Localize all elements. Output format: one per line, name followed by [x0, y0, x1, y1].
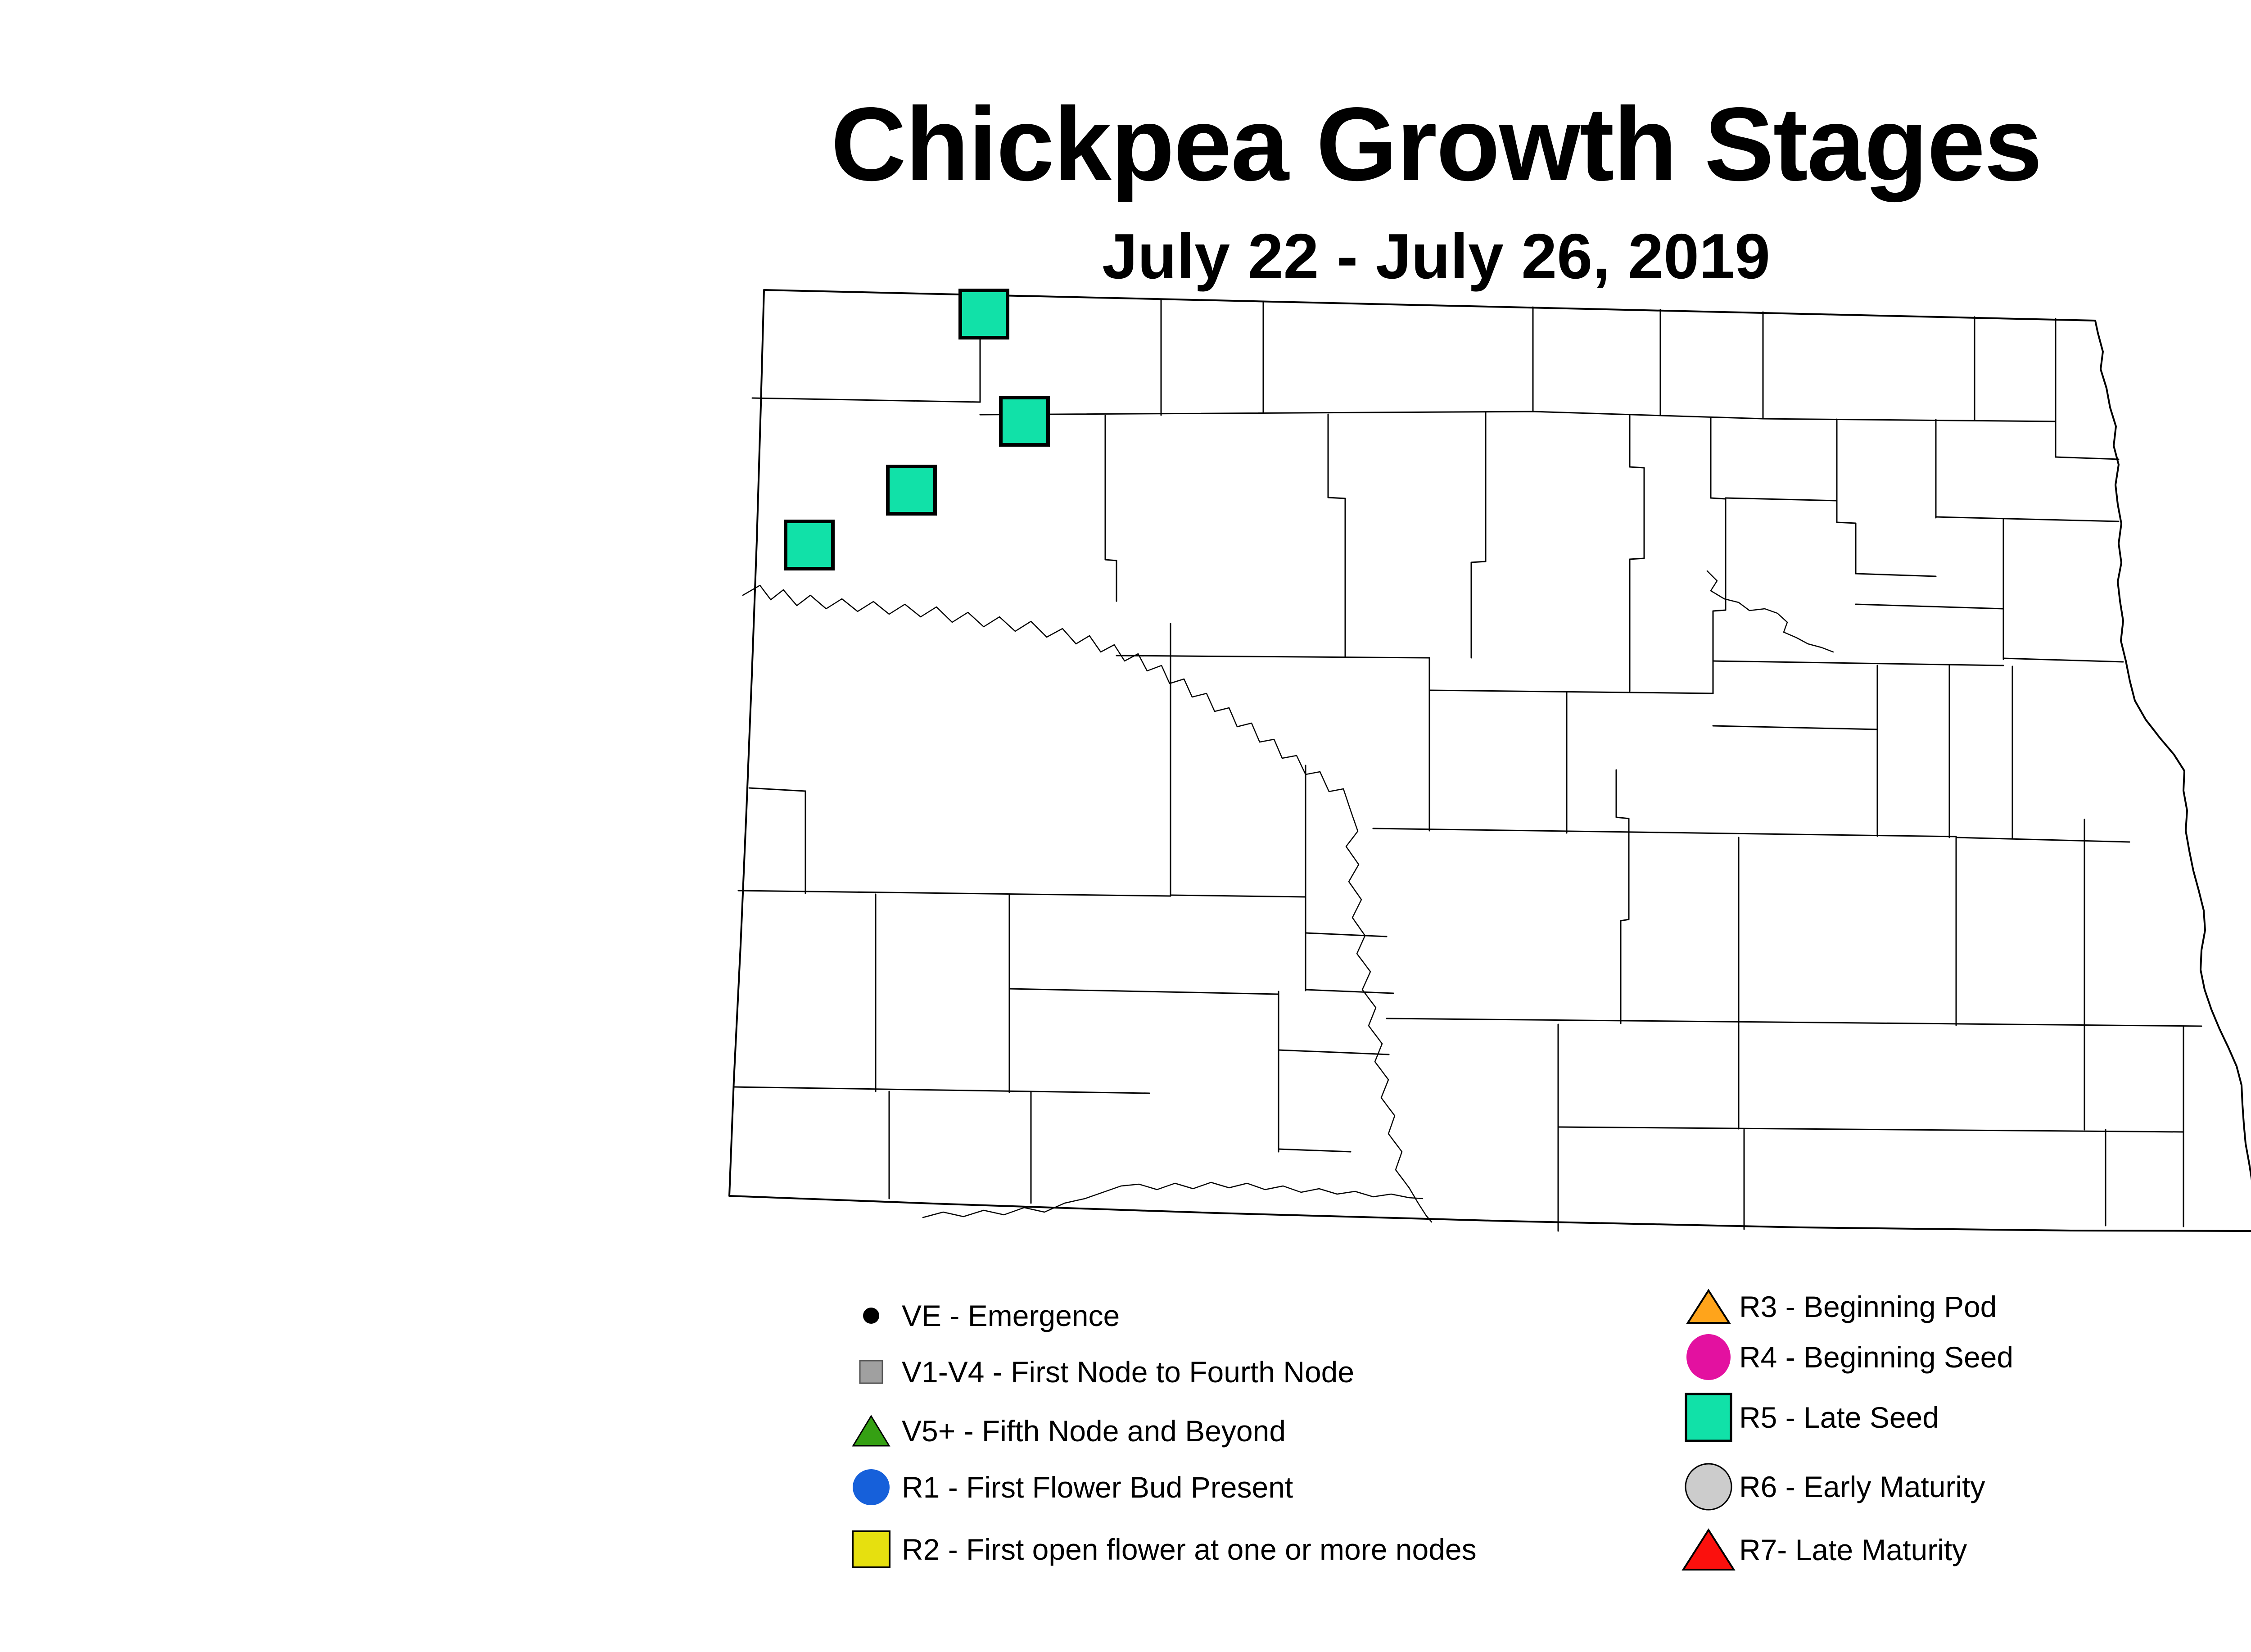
- legend-item-r6: R6 - Early Maturity: [1681, 1462, 1985, 1512]
- legend-item-r4: R4 - Beginning Seed: [1681, 1332, 2013, 1382]
- state-outline: [728, 289, 2251, 1232]
- missouri-river: [742, 584, 1433, 1223]
- v5-triangle-icon: [852, 1415, 890, 1447]
- map-marker-r5: [784, 520, 835, 570]
- legend-label: R6 - Early Maturity: [1739, 1470, 1985, 1503]
- v1v4-square-icon: [859, 1360, 883, 1384]
- page-subtitle: July 22 - July 26, 2019: [1102, 221, 1771, 292]
- legend-label: R1 - First Flower Bud Present: [902, 1471, 1293, 1504]
- page-title: Chickpea Growth Stages: [831, 86, 2042, 203]
- map-markers: [784, 289, 1050, 570]
- legend-item-r5: R5 - Late Seed: [1681, 1392, 1939, 1443]
- legend-item-r2: R2 - First open flower at one or more no…: [844, 1524, 1477, 1575]
- legend-item-v1v4: V1-V4 - First Node to Fourth Node: [844, 1347, 1354, 1397]
- rivers: [742, 570, 1834, 1223]
- legend-item-r7: R7- Late Maturity: [1681, 1525, 1967, 1575]
- map-marker-r5: [999, 396, 1050, 447]
- r2-square-icon: [852, 1530, 890, 1568]
- legend-label: V1-V4 - First Node to Fourth Node: [902, 1355, 1355, 1389]
- cannonball-river: [922, 1181, 1424, 1218]
- legend-label: R5 - Late Seed: [1739, 1401, 1939, 1434]
- r3-triangle-icon: [1686, 1289, 1731, 1324]
- legend-item-ve: VE - Emergence: [844, 1290, 1120, 1341]
- r4-circle-icon: [1686, 1334, 1731, 1380]
- map-marker-r5: [958, 289, 1009, 339]
- legend-item-v5: V5+ - Fifth Node and Beyond: [844, 1406, 1286, 1456]
- legend-item-r1: R1 - First Flower Bud Present: [844, 1462, 1293, 1512]
- r1-circle-icon: [853, 1469, 890, 1505]
- legend-label: R4 - Beginning Seed: [1739, 1340, 2014, 1374]
- legend-label: R3 - Beginning Pod: [1739, 1290, 1997, 1323]
- map-marker-r5: [886, 465, 937, 516]
- legend-label: R2 - First open flower at one or more no…: [902, 1533, 1477, 1566]
- county-boundaries: [733, 294, 2202, 1232]
- devils-lake: [1706, 570, 1834, 653]
- r5-square-icon: [1685, 1393, 1732, 1442]
- r7-triangle-icon: [1681, 1528, 1736, 1571]
- legend-label: V5+ - Fifth Node and Beyond: [902, 1414, 1286, 1448]
- header: Chickpea Growth Stages July 22 - July 26…: [693, 0, 2179, 289]
- ve-dot-icon: [863, 1308, 879, 1324]
- r6-circle-icon: [1685, 1463, 1732, 1511]
- legend-item-r3: R3 - Beginning Pod: [1681, 1281, 1997, 1332]
- legend-label: VE - Emergence: [902, 1299, 1120, 1332]
- legend-label: R7- Late Maturity: [1739, 1533, 1967, 1566]
